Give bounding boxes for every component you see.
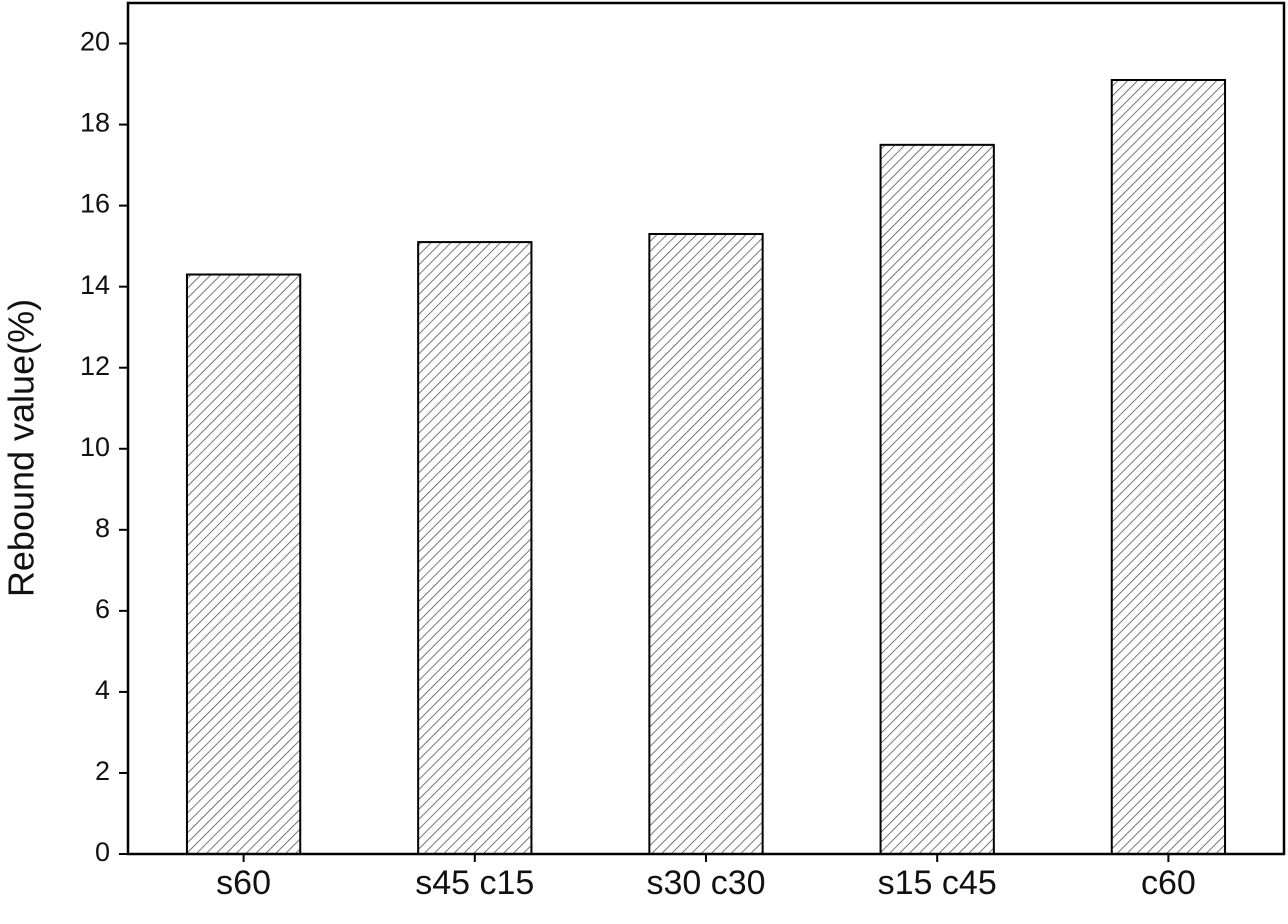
x-tick-label: c60 xyxy=(1141,864,1196,902)
y-tick-label: 2 xyxy=(95,756,110,786)
x-tick-label: s15 c45 xyxy=(878,864,997,902)
y-tick-label: 12 xyxy=(80,351,110,381)
y-tick-label: 16 xyxy=(80,189,110,219)
y-tick-label: 0 xyxy=(95,837,110,867)
y-axis-label: Rebound value(%) xyxy=(1,299,42,597)
y-tick-label: 6 xyxy=(95,594,110,624)
bar xyxy=(185,273,302,855)
y-tick-label: 18 xyxy=(80,108,110,138)
x-tick-label: s30 c30 xyxy=(646,864,765,902)
y-tick-label: 10 xyxy=(80,432,110,462)
y-tick-label: 8 xyxy=(95,513,110,543)
bar xyxy=(417,241,533,856)
bar xyxy=(648,232,764,855)
y-tick-label: 14 xyxy=(80,270,110,300)
bar xyxy=(1110,78,1227,855)
x-tick-label: s45 c15 xyxy=(415,864,534,902)
y-tick-label: 4 xyxy=(95,675,110,705)
x-tick-label: s60 xyxy=(216,864,271,902)
plot-frame xyxy=(126,1,1286,856)
bar xyxy=(879,143,995,856)
y-tick-label: 20 xyxy=(80,27,110,57)
